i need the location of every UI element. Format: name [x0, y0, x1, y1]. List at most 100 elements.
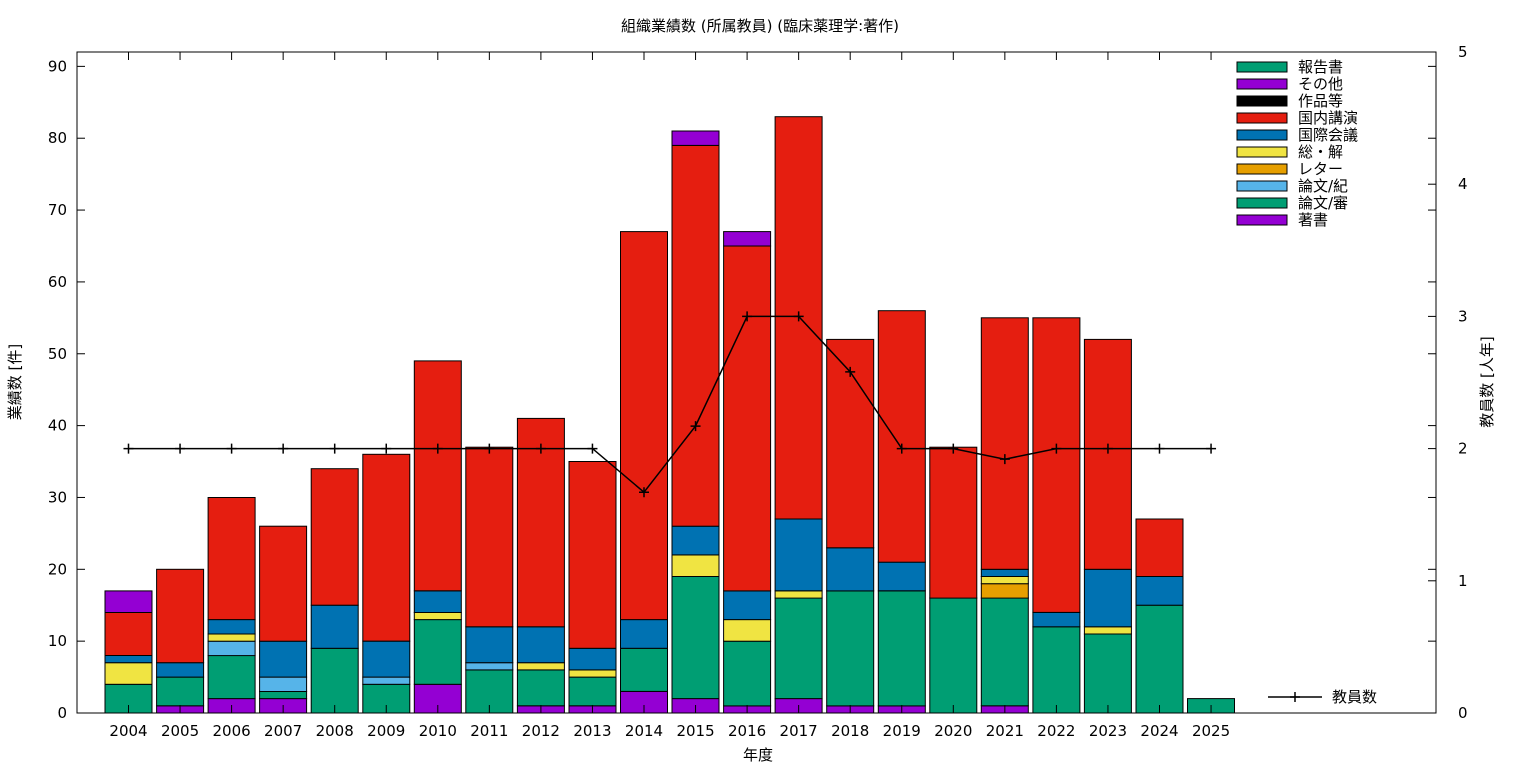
bar-2006-series-2: [207, 640, 256, 657]
bar-2022-series-1: [1032, 626, 1081, 714]
bar-2012-series-5: [516, 626, 565, 664]
legend-label: レター: [1298, 160, 1343, 178]
bar-2009-series-6: [362, 453, 411, 642]
y-tick-label: 70: [48, 201, 67, 219]
line-layer: [123, 311, 1217, 498]
y2-tick-label: 1: [1458, 572, 1468, 590]
x-tick-label: 2023: [1089, 722, 1127, 740]
y-axis-left: 0 10 20 30 40 50 60 70 80 90: [48, 57, 1436, 722]
bar-2007-series-2: [259, 676, 308, 692]
x-axis-label: 年度: [743, 746, 773, 764]
y-tick-label: 20: [48, 560, 67, 578]
bar-2020-series-6: [929, 446, 978, 599]
bar-2006-series-4: [207, 633, 256, 642]
bar-2023-series-4: [1083, 626, 1132, 635]
bar-2016-series-6: [723, 245, 772, 592]
x-tick-label: 2008: [316, 722, 354, 740]
x-tick-label: 2015: [676, 722, 714, 740]
line-point-2015: [690, 421, 701, 432]
bar-2007-series-5: [259, 640, 308, 678]
bar-2014-series-1: [620, 647, 668, 692]
line-point-2010: [432, 443, 443, 454]
x-tick-label: 2019: [883, 722, 921, 740]
bar-2004-series-8: [104, 590, 153, 614]
y-tick-label: 80: [48, 129, 67, 147]
legend-swatch: [1236, 129, 1288, 141]
bar-2008-series-5: [310, 604, 359, 649]
bar-2017-series-4: [774, 590, 823, 599]
line-point-2011: [484, 443, 495, 454]
legend-swatch: [1236, 112, 1288, 124]
x-tick-label: 2024: [1140, 722, 1178, 740]
line-legend-label: 教員数: [1332, 688, 1377, 706]
bar-2022-series-5: [1032, 611, 1081, 628]
x-axis: 2004 2005 2006 2007 2008 2009 2010 2011 2012 2013…: [109, 52, 1230, 740]
bar-2018-series-5: [826, 547, 875, 592]
bar-2004-series-4: [104, 662, 153, 685]
legend-swatch: [1236, 61, 1288, 73]
bar-2007-series-6: [259, 525, 308, 642]
x-tick-label: 2016: [728, 722, 766, 740]
bar-2011-series-5: [465, 626, 514, 664]
line-point-2020: [948, 443, 959, 454]
x-tick-label: 2007: [264, 722, 302, 740]
bar-2013-series-5: [568, 647, 617, 671]
bar-2022-series-6: [1032, 317, 1081, 613]
bar-2004-series-5: [104, 655, 153, 664]
line-legend: 教員数: [1268, 688, 1377, 706]
x-tick-label: 2005: [161, 722, 199, 740]
bar-2013-series-6: [568, 461, 617, 649]
bar-2012-series-4: [516, 662, 565, 671]
legend-swatch: [1236, 214, 1288, 226]
bar-2013-series-1: [568, 676, 617, 707]
line-point-2022: [1051, 443, 1062, 454]
bar-2015-series-4: [671, 554, 720, 578]
bar-2018-series-1: [826, 590, 875, 707]
legend-swatch: [1236, 146, 1288, 158]
bar-2006-series-6: [207, 497, 256, 621]
bar-2010-series-4: [413, 611, 462, 621]
y2-tick-label: 0: [1458, 704, 1468, 722]
bar-2023-series-1: [1083, 633, 1132, 714]
y2-tick-label: 5: [1458, 43, 1468, 61]
bar-2008-series-1: [310, 647, 359, 714]
bar-2021-series-6: [980, 317, 1029, 570]
x-tick-label: 2004: [109, 722, 147, 740]
y-tick-label: 30: [48, 488, 67, 506]
x-tick-label: 2017: [780, 722, 818, 740]
line-point-2004: [123, 443, 134, 454]
legend-swatch: [1236, 78, 1288, 90]
bar-2016-series-4: [723, 619, 772, 642]
legend-label: その他: [1298, 75, 1343, 93]
legend-swatch: [1236, 95, 1288, 107]
y-axis-label: 業績数 [件]: [6, 344, 24, 420]
bar-2010-series-5: [413, 590, 462, 614]
legend-swatch: [1236, 163, 1288, 175]
line-point-2005: [175, 443, 186, 454]
line-point-2017: [793, 311, 804, 322]
bars-layer: [104, 116, 1235, 714]
x-tick-label: 2020: [934, 722, 972, 740]
bar-2009-series-2: [362, 676, 411, 685]
bar-2011-series-2: [465, 662, 514, 671]
bar-2021-series-3: [980, 583, 1029, 599]
line-point-2021: [999, 454, 1010, 465]
x-tick-label: 2025: [1192, 722, 1230, 740]
legend-swatch: [1236, 197, 1288, 209]
line-legend-marker: [1290, 692, 1300, 702]
line-point-2024: [1154, 443, 1165, 454]
bar-2006-series-5: [207, 619, 256, 635]
bar-2019-series-5: [877, 561, 926, 592]
y-tick-label: 50: [48, 345, 67, 363]
bar-2011-series-6: [465, 446, 514, 628]
y2-tick-label: 4: [1458, 175, 1468, 193]
plot-frame: [76, 51, 1437, 714]
line-point-2013: [587, 443, 598, 454]
bar-2023-series-5: [1083, 568, 1132, 628]
bar-2004-series-6: [104, 611, 153, 657]
bar-2005-series-5: [156, 662, 205, 678]
bar-2024-series-5: [1135, 576, 1184, 606]
y-axis-right: 0 1 2 3 4 5: [1428, 43, 1468, 722]
